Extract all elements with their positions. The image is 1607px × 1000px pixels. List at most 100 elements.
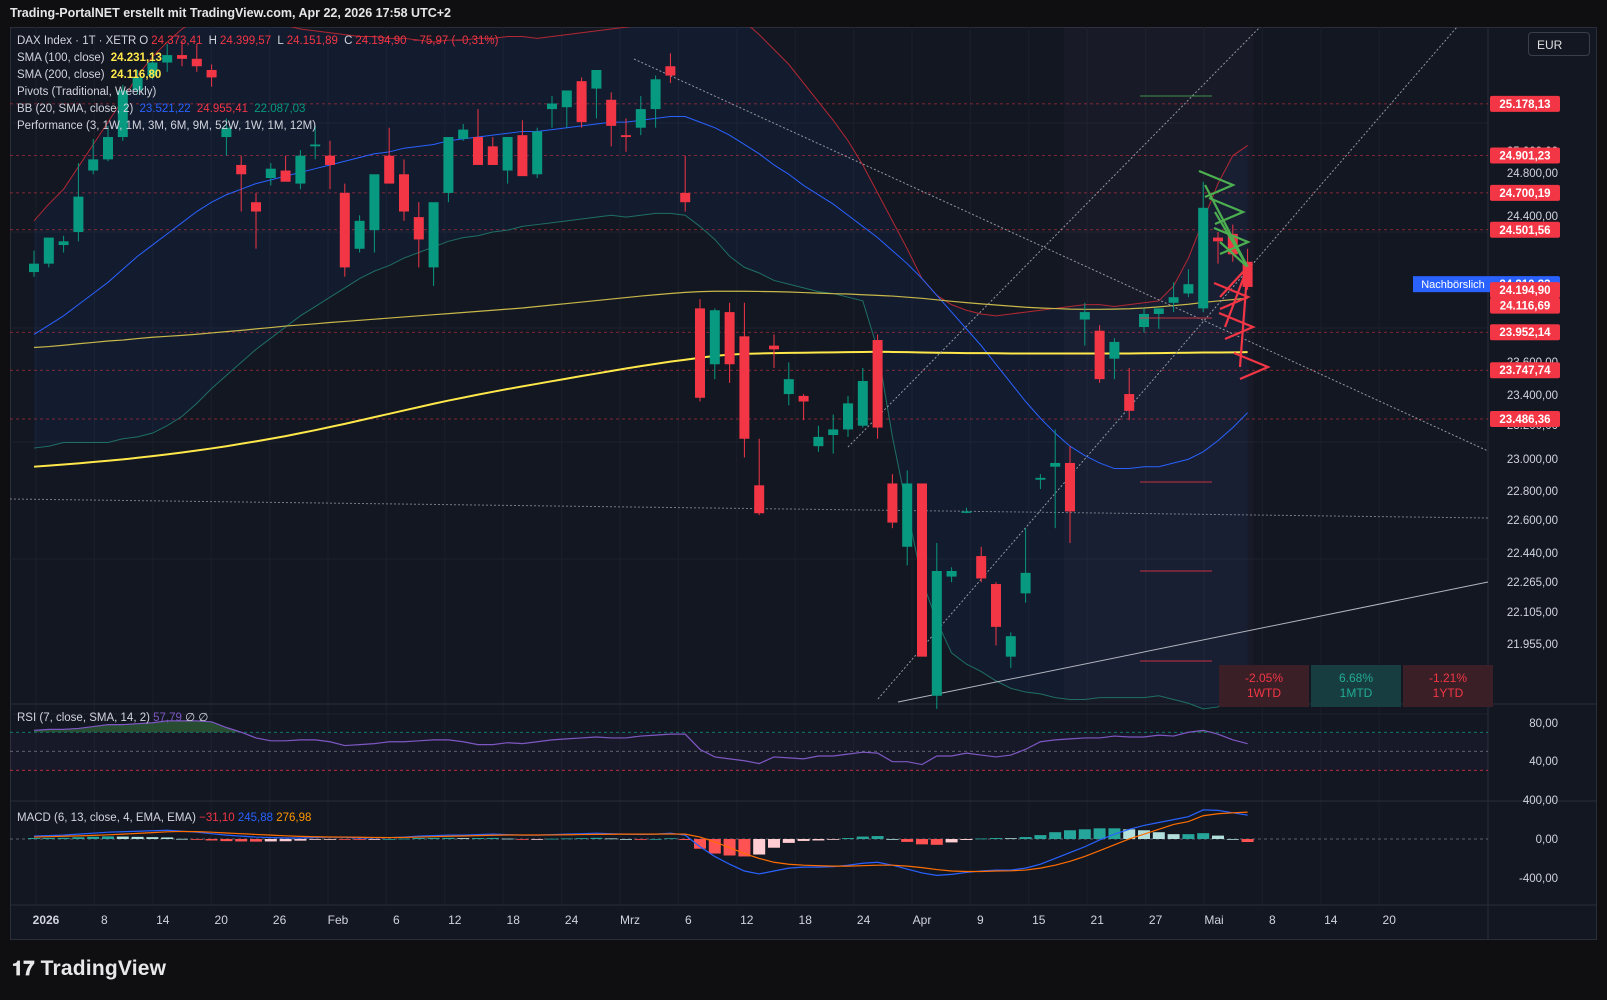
macd-hist-bar — [294, 839, 307, 841]
candle-body — [606, 99, 617, 126]
tradingview-logo[interactable]: 𝟏𝟕 TradingView — [12, 957, 166, 981]
macd-hist-bar — [353, 839, 366, 840]
candle-body — [576, 81, 587, 123]
legend-pivots[interactable]: Pivots (Traditional, Weekly) — [17, 84, 501, 101]
time-tick: 26 — [273, 913, 287, 927]
time-tick: Mai — [1204, 913, 1223, 927]
candle-body — [58, 241, 69, 246]
macd-hist-bar — [486, 837, 499, 839]
legend-main[interactable]: DAX Index · 1T · XETR O 24.373,41 H 24.399,… — [17, 33, 501, 50]
price-tick: 22.600,00 — [1507, 515, 1558, 527]
time-tick: 18 — [799, 913, 813, 927]
legend-sma200[interactable]: SMA (200, close) 24.116,80 — [17, 67, 501, 84]
price-label: 24.194,90 — [1499, 285, 1550, 297]
macd-hist-bar — [309, 839, 322, 840]
macd-hist-bar — [250, 839, 262, 842]
candle-body — [650, 79, 661, 110]
sma200-value: 24.116,80 — [110, 68, 162, 81]
macd-hist-bar — [427, 837, 440, 839]
price-label: 24.501,56 — [1499, 225, 1550, 237]
currency-selector[interactable]: EUR — [1528, 32, 1590, 56]
candle-body — [769, 345, 779, 350]
candle-body — [399, 174, 409, 212]
sma100-line — [33, 290, 1248, 349]
rsi-tick: 40,00 — [1529, 756, 1558, 768]
afterhours-tag-bg — [1413, 276, 1493, 293]
macd-tick: 400,00 — [1523, 795, 1558, 807]
macd-hist-bar — [501, 838, 514, 840]
candle-body — [310, 144, 321, 147]
price-tick: 23.000,00 — [1507, 454, 1558, 466]
chart-canvas[interactable]: 25.000,0024.800,0024.600,0024.400,0024.0… — [10, 27, 1597, 940]
legend-close: 24.194,90 — [355, 35, 407, 47]
candle-body — [1094, 330, 1105, 380]
candle-body — [29, 263, 39, 273]
candle-body — [1079, 312, 1090, 320]
candle-body — [591, 69, 602, 89]
projection-arrow — [1238, 266, 1249, 368]
candle-body — [221, 127, 232, 138]
price-label: 23.747,74 — [1499, 365, 1551, 377]
candle-body — [798, 395, 809, 402]
performance-period: 1YTD — [1432, 686, 1464, 700]
candle-body — [206, 69, 217, 78]
legend-sma100[interactable]: SMA (100, close) 24.231,13 — [17, 50, 501, 67]
macd-hist-bar — [235, 839, 248, 842]
candle-body — [1035, 477, 1046, 480]
sma200-label: SMA (200, close) — [17, 68, 105, 81]
macd-hist-bar — [679, 839, 692, 840]
time-tick: 8 — [1269, 913, 1276, 927]
legend-low: 24.151,89 — [286, 35, 338, 47]
macd-hist-bar — [279, 839, 292, 842]
macd-hist-bar — [383, 839, 396, 840]
macd-hist-bar — [930, 839, 943, 845]
macd-hist-bar — [945, 839, 958, 843]
macd-signal-line — [33, 811, 1248, 873]
candle-body — [473, 137, 483, 165]
candle-body — [339, 192, 350, 268]
time-tick: 12 — [448, 913, 462, 927]
macd-hist-bar — [1019, 837, 1032, 839]
candle-body — [132, 77, 143, 91]
candle-body — [1050, 462, 1061, 467]
macd-hist-bar — [694, 839, 706, 849]
afterhours-tag: Nachbörslich — [1421, 279, 1485, 291]
macd-hist-bar — [990, 838, 1002, 839]
projection-arrowhead — [1208, 196, 1246, 226]
candle-body — [931, 570, 942, 696]
macd-hist-bar — [1049, 832, 1062, 839]
macd-hist-bar — [664, 838, 677, 840]
price-label-bg — [1490, 147, 1560, 164]
macd-signal-value: 276,98 — [276, 812, 312, 824]
sma100-label: SMA (100, close) — [17, 51, 105, 64]
price-label: 25.178,13 — [1499, 99, 1550, 111]
projection-arrowhead — [1213, 226, 1251, 256]
candle-body — [325, 155, 335, 165]
macd-hist-bar — [220, 839, 233, 842]
macd-hist-bar — [1212, 835, 1224, 839]
macd-hist-bar — [842, 838, 854, 839]
bb-lower-line — [33, 212, 1248, 710]
candle-body — [695, 308, 705, 398]
price-label: 23.486,36 — [1499, 414, 1550, 426]
candle-body — [680, 192, 691, 203]
legend-rsi[interactable]: RSI (7, close, SMA, 14, 2) 57,79 ∅ ∅ — [17, 710, 208, 727]
rsi-overbought-fill — [34, 720, 1248, 733]
time-tick: 14 — [156, 913, 170, 927]
time-tick: 6 — [685, 913, 692, 927]
macd-hist-bar — [1034, 835, 1047, 839]
rsi-label: RSI (7, close, SMA, 14, 2) — [17, 712, 150, 724]
macd-hist-bar — [87, 836, 100, 839]
macd-hist-bar — [264, 839, 277, 842]
macd-hist-bar — [797, 839, 810, 841]
legend-l-label: L — [277, 35, 284, 47]
price-tick: 22.440,00 — [1507, 548, 1558, 560]
macd-hist-bar — [1004, 838, 1017, 840]
macd-hist-bar — [472, 838, 484, 839]
macd-hist-bar — [1064, 830, 1076, 839]
legend-macd[interactable]: MACD (6, 13, close, 4, EMA, EMA) −31,10 … — [17, 810, 311, 827]
price-tick: 21.955,00 — [1507, 639, 1558, 651]
legend-performance[interactable]: Performance (3, 1W, 1M, 3M, 6M, 9M, 52W,… — [17, 118, 501, 135]
candle-body — [843, 403, 853, 430]
legend-bb[interactable]: BB (20, SMA, close, 2) 23.521,22 24.955,… — [17, 101, 501, 118]
